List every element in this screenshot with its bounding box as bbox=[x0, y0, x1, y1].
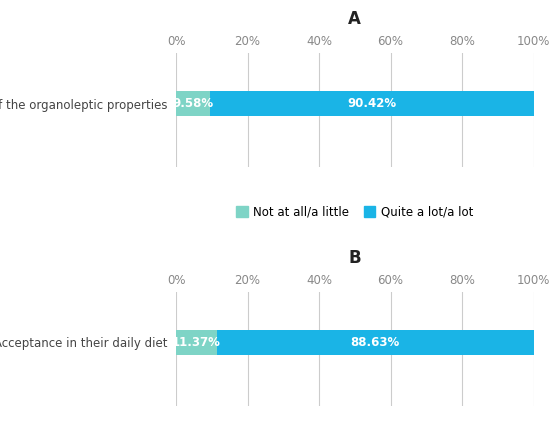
Title: A: A bbox=[348, 10, 361, 28]
Text: 90.42%: 90.42% bbox=[347, 97, 397, 110]
Bar bbox=[176, 91, 210, 116]
Bar bbox=[217, 330, 534, 355]
Bar bbox=[176, 330, 217, 355]
Legend: Not at all/a little, Quite a lot/a lot: Not at all/a little, Quite a lot/a lot bbox=[231, 201, 478, 224]
Bar bbox=[210, 91, 534, 116]
Legend: Not at all/a little, Quite a lot/a lot: Not at all/a little, Quite a lot/a lot bbox=[231, 440, 478, 441]
Text: 88.63%: 88.63% bbox=[350, 336, 400, 349]
Text: 9.58%: 9.58% bbox=[173, 97, 214, 110]
Title: B: B bbox=[349, 249, 361, 267]
Text: 11.37%: 11.37% bbox=[172, 336, 221, 349]
